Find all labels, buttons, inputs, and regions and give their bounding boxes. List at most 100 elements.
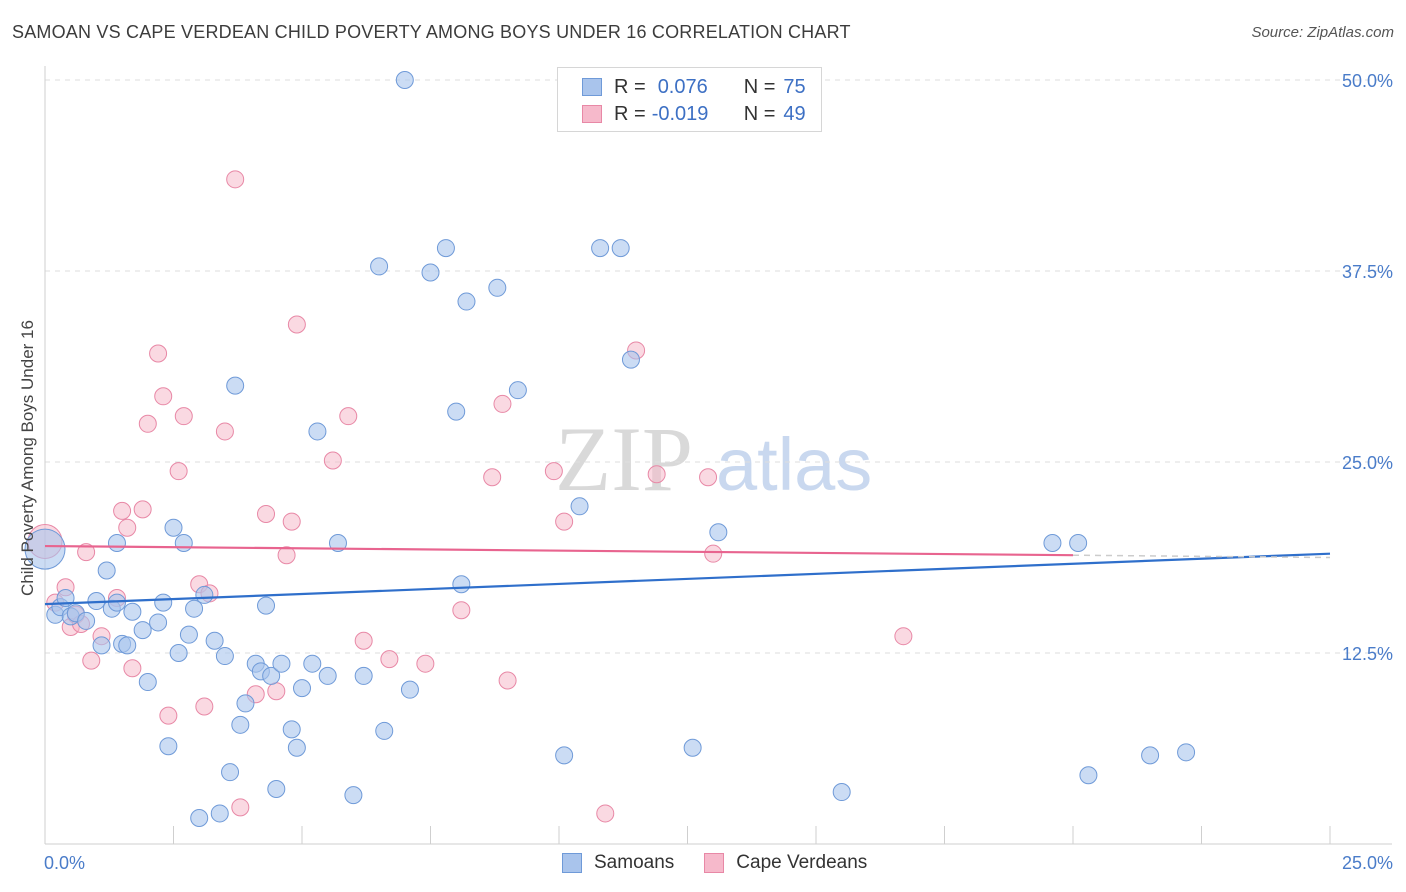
samoan-point <box>92 636 111 655</box>
samoan-point <box>508 381 527 400</box>
samoan-point <box>123 602 142 621</box>
samoan-point <box>1079 766 1098 785</box>
samoan-point <box>231 715 250 734</box>
cape-verdean-point <box>699 468 718 487</box>
samoan-point <box>236 694 255 713</box>
cape-verdean-point <box>483 468 502 487</box>
gridlines <box>45 79 1392 654</box>
samoan-point <box>179 625 198 644</box>
cape-verdean-point <box>452 601 471 620</box>
r-label: R = <box>614 75 646 98</box>
samoan-point <box>159 737 178 756</box>
cape-verdean-point <box>159 706 178 725</box>
r-value: 0.076 <box>657 75 708 98</box>
samoan-point <box>149 613 168 632</box>
x-tick-label: 25.0% <box>1342 853 1393 873</box>
samoan-point <box>272 654 291 673</box>
cape-verdean-point <box>154 387 173 406</box>
cape-verdean-point <box>339 407 358 426</box>
samoan-point <box>457 292 476 311</box>
samoan-point <box>436 239 455 258</box>
n-label: N = <box>743 75 776 98</box>
cape-verdean-point <box>149 344 168 363</box>
samoan-point <box>328 533 347 552</box>
samoan-point <box>226 376 245 395</box>
cape-verdean-point <box>138 414 157 433</box>
trend-lines <box>44 544 1331 606</box>
samoan-point <box>118 636 137 655</box>
r-label: R = <box>614 102 646 125</box>
cape-verdean-point <box>77 543 96 562</box>
samoan-point <box>97 561 116 580</box>
cape-verdean-point <box>231 798 250 817</box>
cape-verdean-point <box>195 697 214 716</box>
stats-legend: R = 0.076 N = 75 R = -0.019 N = 49 <box>557 67 822 132</box>
cape-verdean-point <box>215 422 234 441</box>
cape-verdean-point <box>118 518 137 537</box>
samoan-point <box>611 239 630 258</box>
samoan-point <box>293 679 311 698</box>
cape-verdean-point <box>493 394 512 413</box>
legend-item-cape-verdeans[interactable]: Cape Verdeans <box>704 852 867 874</box>
samoan-point <box>1141 746 1160 765</box>
samoan-point <box>421 263 440 282</box>
samoan-point <box>683 738 702 757</box>
samoan-point <box>832 783 851 802</box>
samoan-point <box>344 786 363 805</box>
samoan-point <box>400 680 419 699</box>
samoan-point <box>447 402 466 421</box>
samoan-point <box>267 779 286 798</box>
cape-verdean-point <box>323 451 342 470</box>
samoan-point <box>1043 533 1062 552</box>
chart-title: SAMOAN VS CAPE VERDEAN CHILD POVERTY AMO… <box>12 22 851 42</box>
cape-verdean-point <box>267 682 286 701</box>
cape-verdean-point <box>498 671 517 690</box>
samoan-point <box>174 533 193 552</box>
samoan-point <box>354 666 373 685</box>
samoan-point <box>709 523 728 542</box>
samoan-point <box>375 721 394 740</box>
samoan-point <box>452 575 471 594</box>
samoan-point <box>164 518 183 537</box>
samoan-point <box>370 257 389 276</box>
cape-verdean-point <box>596 804 615 823</box>
samoan-point <box>138 673 157 692</box>
cape-verdean-point <box>555 512 574 531</box>
tick-labels: 12.5% 25.0% 37.5% 50.0% 0.0% 25.0% <box>44 71 1393 873</box>
cape-verdean-point <box>544 462 563 481</box>
samoan-point <box>185 599 204 618</box>
cape-verdean-point <box>647 465 666 484</box>
samoan-point <box>210 804 229 823</box>
cape-verdean-trend-extension <box>1072 554 1331 559</box>
samoan-point <box>621 350 640 369</box>
samoan-point <box>308 422 327 441</box>
legend-row-samoans: R = 0.076 N = 75 <box>582 75 806 99</box>
legend-item-samoans[interactable]: Samoans <box>562 852 674 874</box>
series-legend: Samoans Cape Verdeans <box>562 852 897 874</box>
samoan-point <box>190 809 209 828</box>
cape-verdean-point <box>380 650 399 669</box>
cape-verdean-point <box>894 627 913 646</box>
samoan-point <box>24 528 66 570</box>
cape-verdean-point <box>282 512 301 531</box>
samoan-point <box>287 738 306 757</box>
r-value: -0.019 <box>651 102 709 125</box>
watermark-atlas: atlas <box>716 423 872 506</box>
samoan-point <box>262 666 281 685</box>
samoan-point <box>1177 743 1196 762</box>
samoan-point <box>133 621 152 640</box>
samoan-swatch <box>582 78 602 96</box>
cape-verdean-legend-swatch <box>704 853 725 873</box>
watermark: ZIP atlas <box>555 408 872 510</box>
cape-verdean-point <box>82 651 101 670</box>
y-tick-label: 37.5% <box>1342 262 1393 282</box>
samoan-point <box>257 596 276 615</box>
samoan-point <box>215 647 234 666</box>
cape-verdean-legend-label: Cape Verdeans <box>736 852 868 873</box>
y-tick-label: 25.0% <box>1342 453 1393 473</box>
cape-verdean-point <box>287 315 306 334</box>
cape-verdean-swatch <box>582 105 602 123</box>
cape-verdean-trend-line <box>44 544 1074 557</box>
samoan-point <box>205 631 224 650</box>
